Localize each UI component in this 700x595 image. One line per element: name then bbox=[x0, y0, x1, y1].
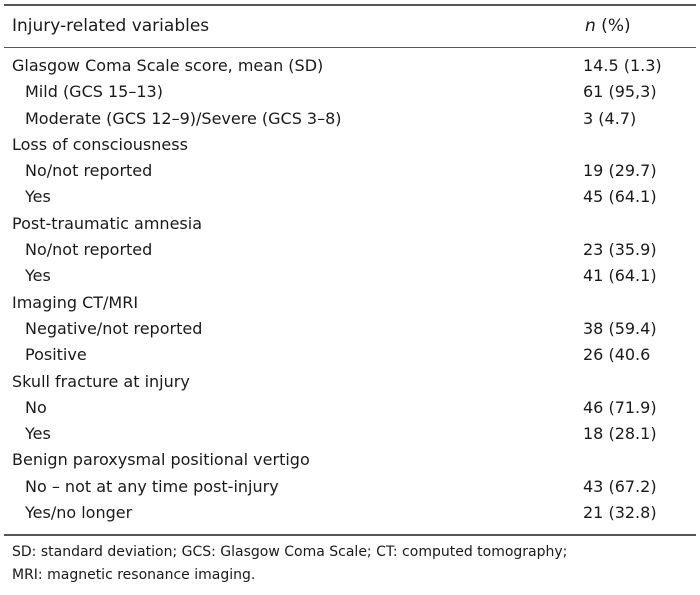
table-row: No/not reported 19 (29.7) bbox=[0, 158, 700, 184]
table-row: No/not reported 23 (35.9) bbox=[0, 237, 700, 263]
row-value: 41 (64.1) bbox=[583, 266, 657, 286]
footnote-line-1: SD: standard deviation; GCS: Glasgow Com… bbox=[12, 544, 568, 560]
row-value: 23 (35.9) bbox=[583, 240, 657, 260]
column-header-variables: Injury-related variables bbox=[12, 16, 210, 36]
row-value: 46 (71.9) bbox=[583, 397, 657, 417]
table-row: Imaging CT/MRI bbox=[0, 290, 700, 316]
table-footnote: SD: standard deviation; GCS: Glasgow Com… bbox=[12, 541, 696, 587]
row-subcategory-label: Negative/not reported bbox=[25, 318, 203, 338]
row-subcategory-label: Yes bbox=[25, 187, 51, 207]
table-header-rule bbox=[4, 47, 696, 48]
row-category-label: Glasgow Coma Scale score, mean (SD) bbox=[12, 56, 324, 75]
row-value: 43 (67.2) bbox=[583, 476, 657, 496]
row-subcategory-label: No/not reported bbox=[25, 240, 153, 260]
table-header-row: Injury-related variables n (%) bbox=[0, 12, 700, 40]
table-row: Benign paroxysmal positional vertigo bbox=[0, 447, 700, 473]
table-row: Moderate (GCS 12–9)/Severe (GCS 3–8) 3 (4… bbox=[0, 106, 700, 132]
row-category-label: Skull fracture at injury bbox=[12, 371, 190, 391]
table-row: Yes 41 (64.1) bbox=[0, 263, 700, 289]
table-row: No 46 (71.9) bbox=[0, 395, 700, 421]
table-row: Skull fracture at injury bbox=[0, 369, 700, 395]
row-value: 21 (32.8) bbox=[583, 503, 657, 523]
row-value: 19 (29.7) bbox=[583, 161, 657, 181]
row-subcategory-label: Yes bbox=[25, 424, 51, 444]
row-value: 26 (40.6 bbox=[583, 345, 651, 365]
row-subcategory-label: Mild (GCS 15–13) bbox=[25, 82, 163, 102]
table-row: Yes 18 (28.1) bbox=[0, 421, 700, 447]
row-category-label: Imaging CT/MRI bbox=[12, 292, 139, 312]
table-body: Glasgow Coma Scale score, mean (SD) 14.5 … bbox=[0, 53, 700, 526]
row-value: 3 (4.7) bbox=[583, 108, 637, 128]
row-subcategory-label: No bbox=[25, 397, 47, 417]
row-subcategory-label: Moderate (GCS 12–9)/Severe (GCS 3–8) bbox=[25, 108, 342, 128]
row-value: 61 (95,3) bbox=[583, 82, 657, 102]
footnote-line-2: MRI: magnetic resonance imaging. bbox=[12, 567, 256, 583]
table-row: Post-traumatic amnesia bbox=[0, 211, 700, 237]
table-row: Glasgow Coma Scale score, mean (SD) 14.5 … bbox=[0, 53, 700, 79]
row-category-label: Post-traumatic amnesia bbox=[12, 213, 202, 233]
table-row: Loss of consciousness bbox=[0, 132, 700, 158]
table-row: No – not at any time post-injury 43 (67.2… bbox=[0, 474, 700, 500]
row-value: 14.5 (1.3) bbox=[583, 56, 662, 75]
table-row: Positive 26 (40.6 bbox=[0, 342, 700, 368]
table-bottom-rule bbox=[4, 534, 696, 536]
table-top-rule bbox=[4, 4, 696, 6]
column-header-n: n bbox=[585, 16, 596, 36]
table-row: Negative/not reported 38 (59.4) bbox=[0, 316, 700, 342]
table-row: Yes/no longer 21 (32.8) bbox=[0, 500, 700, 526]
row-value: 38 (59.4) bbox=[583, 318, 657, 338]
row-value: 45 (64.1) bbox=[583, 187, 657, 207]
row-value: 18 (28.1) bbox=[583, 424, 657, 444]
row-category-label: Loss of consciousness bbox=[12, 134, 188, 154]
table-row: Yes 45 (64.1) bbox=[0, 184, 700, 210]
row-category-label: Benign paroxysmal positional vertigo bbox=[12, 450, 310, 470]
column-header-percent: (%) bbox=[595, 16, 631, 36]
table-row: Mild (GCS 15–13) 61 (95,3) bbox=[0, 79, 700, 105]
column-header-n-percent: n (%) bbox=[585, 12, 631, 40]
row-subcategory-label: No/not reported bbox=[25, 161, 153, 181]
row-subcategory-label: Positive bbox=[25, 345, 87, 365]
row-subcategory-label: No – not at any time post-injury bbox=[25, 476, 279, 496]
row-subcategory-label: Yes/no longer bbox=[25, 503, 133, 523]
row-subcategory-label: Yes bbox=[25, 266, 51, 286]
